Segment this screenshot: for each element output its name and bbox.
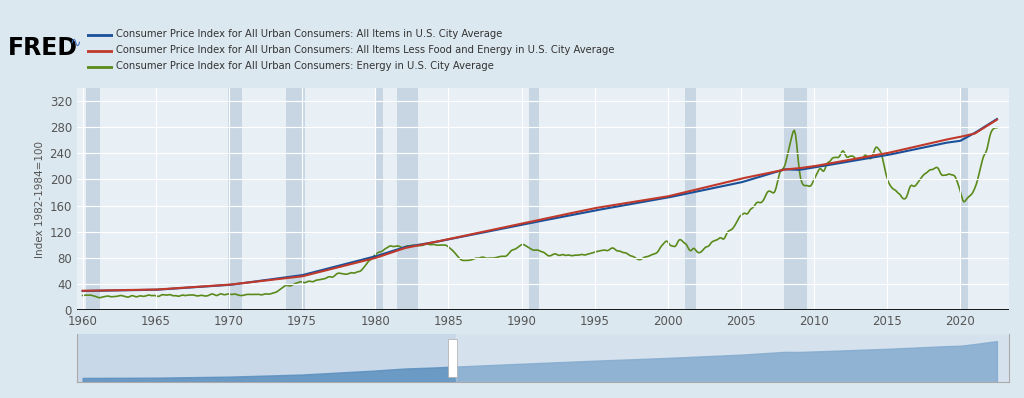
Bar [685, 88, 696, 310]
Text: ∿: ∿ [70, 36, 81, 50]
Text: Consumer Price Index for All Urban Consumers: All Items Less Food and Energy in : Consumer Price Index for All Urban Consu… [116, 45, 614, 55]
Bar [86, 88, 99, 310]
Bar [449, 339, 457, 377]
Bar [961, 88, 968, 310]
Bar [397, 88, 418, 310]
Bar [528, 88, 539, 310]
Text: Consumer Price Index for All Urban Consumers: All Items in U.S. City Average: Consumer Price Index for All Urban Consu… [116, 29, 502, 39]
Bar [375, 88, 383, 310]
Bar [227, 88, 243, 310]
Bar [287, 88, 304, 310]
Bar [456, 334, 1009, 382]
Bar [783, 88, 807, 310]
Text: FRED: FRED [8, 36, 78, 60]
Text: Consumer Price Index for All Urban Consumers: Energy in U.S. City Average: Consumer Price Index for All Urban Consu… [116, 60, 494, 71]
Y-axis label: Index 1982-1984=100: Index 1982-1984=100 [36, 140, 45, 258]
